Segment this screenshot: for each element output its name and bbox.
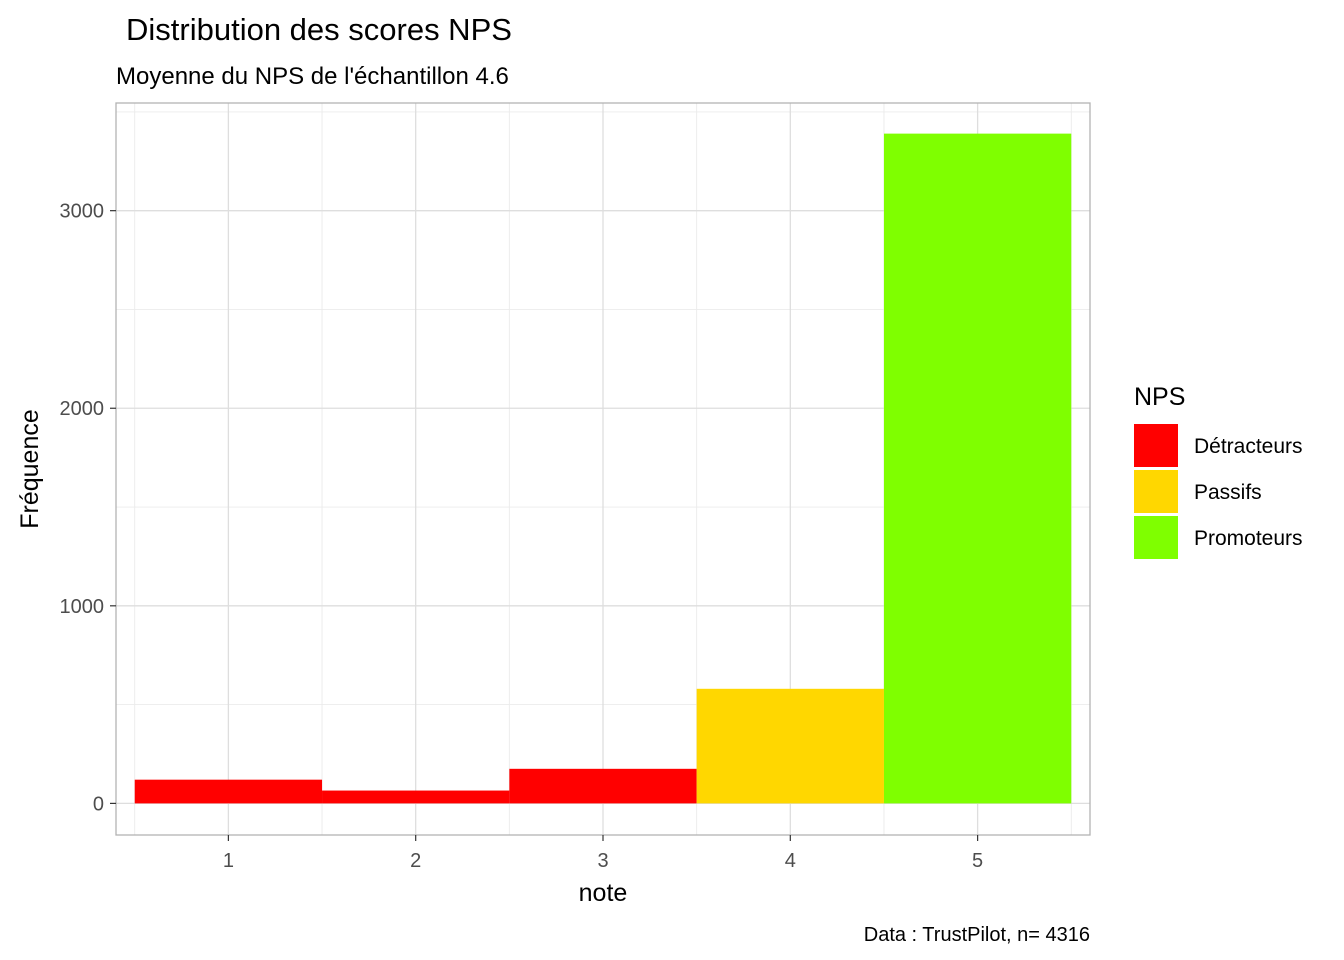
bar-note-2 [322,790,510,804]
y-tick-label: 2000 [60,398,105,420]
legend-title: NPS [1134,383,1185,411]
chart-subtitle: Moyenne du NPS de l'échantillon 4.6 [116,63,509,90]
legend-label: Passifs [1194,481,1262,504]
y-axis-label: Fréquence [16,409,44,529]
bar-note-5 [883,133,1072,804]
legend-key-1 [1134,470,1178,513]
y-tick-label: 0 [93,793,104,815]
legend: NPS Détracteurs Passifs Promoteurs [1134,383,1303,559]
bar-note-1 [134,779,323,804]
x-tick-label: 3 [597,850,608,872]
y-tick-label: 3000 [60,201,105,223]
legend-key-2 [1134,516,1178,559]
x-axis-ticks: 1 2 3 4 5 [223,835,983,872]
legend-key-0 [1134,424,1178,467]
bar-note-4 [696,688,884,804]
x-tick-label: 1 [223,850,234,872]
legend-label: Promoteurs [1194,527,1303,550]
bars [134,133,1072,804]
x-tick-label: 2 [410,850,421,872]
y-axis-ticks: 0 1000 2000 3000 [60,201,116,815]
x-tick-label: 5 [972,850,983,872]
x-axis-label: note [579,879,628,907]
chart-title: Distribution des scores NPS [126,12,512,47]
x-tick-label: 4 [785,850,796,872]
legend-label: Détracteurs [1194,435,1303,458]
y-tick-label: 1000 [60,596,105,618]
chart-caption: Data : TrustPilot, n= 4316 [864,924,1090,946]
bar-note-3 [509,768,697,804]
